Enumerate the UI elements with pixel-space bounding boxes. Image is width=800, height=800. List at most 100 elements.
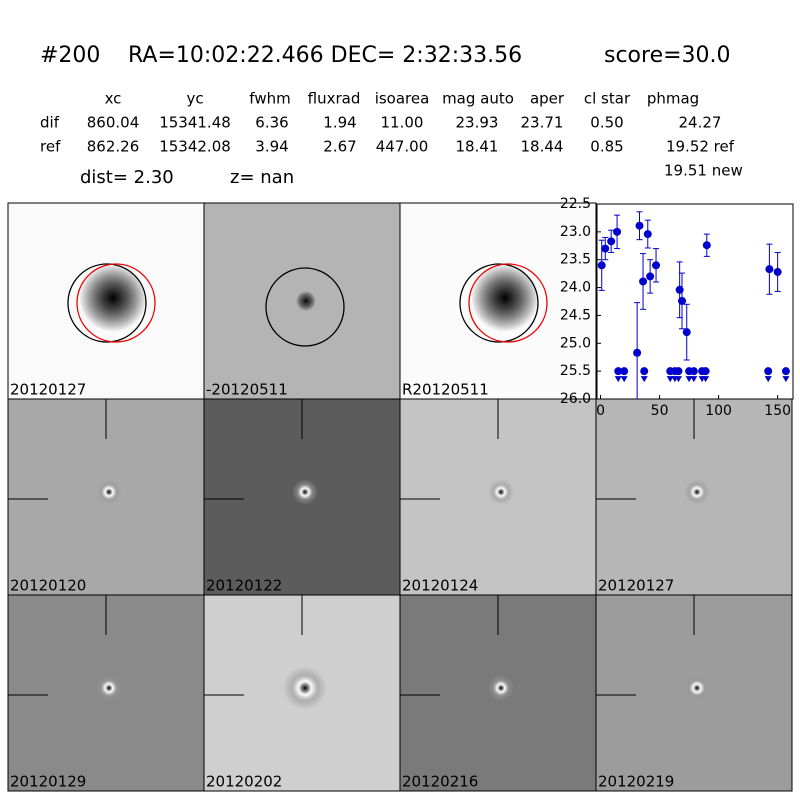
source-blob <box>296 291 316 311</box>
data-point <box>601 244 610 253</box>
table-cell: 447.00 <box>376 138 429 156</box>
table-cell: 862.26 <box>87 138 140 156</box>
panel-label: 20120216 <box>402 773 478 791</box>
data-point <box>652 261 661 270</box>
object-id: #200 <box>40 43 100 68</box>
data-point <box>646 272 655 281</box>
column-header: mag auto <box>442 90 514 108</box>
panel-label: 20120127 <box>10 381 86 399</box>
data-point <box>639 277 648 286</box>
plot-area <box>596 203 794 400</box>
limit-point <box>640 367 649 376</box>
source-blob <box>471 264 539 332</box>
limit-point <box>620 367 629 376</box>
limit-point <box>674 367 683 376</box>
data-point <box>678 296 687 305</box>
y-tick-label: 23.0 <box>560 224 591 240</box>
column-header: fwhm <box>249 90 290 108</box>
table-cell: 860.04 <box>87 114 140 132</box>
x-tick-label: 150 <box>764 403 791 419</box>
x-tick-label: 0 <box>596 403 605 419</box>
limit-arrow <box>685 376 693 383</box>
aperture-circle <box>265 267 345 347</box>
y-tick-label: 22.5 <box>560 196 591 212</box>
limit-arrow <box>674 376 682 383</box>
y-tick-label: 25.0 <box>560 335 591 351</box>
aperture-circle <box>67 263 147 343</box>
panel-label: -20120511 <box>206 381 288 399</box>
table-cell: 24.27 <box>679 114 722 132</box>
table-cell: 0.85 <box>590 138 623 156</box>
y-tick-label: 23.5 <box>560 252 591 268</box>
data-point <box>682 328 691 337</box>
source-blob <box>79 264 147 332</box>
table-cell: 18.41 <box>456 138 499 156</box>
table-cell: 0.50 <box>590 114 623 132</box>
panel-label: 20120120 <box>10 577 86 595</box>
redshift: z= nan <box>230 167 294 188</box>
ref-circle <box>468 263 548 343</box>
column-header: yc <box>186 90 203 108</box>
table-cell: 18.44 <box>521 138 564 156</box>
data-point <box>613 227 622 236</box>
y-tick-label: 26.0 <box>560 391 591 407</box>
y-tick-label: 25.5 <box>560 363 591 379</box>
aperture-circle <box>459 263 539 343</box>
source-blob <box>684 675 710 701</box>
table-cell: 11.00 <box>381 114 424 132</box>
data-point <box>773 267 782 276</box>
panel-label: 20120124 <box>402 577 478 595</box>
table-cell: 15342.08 <box>159 138 231 156</box>
data-point <box>702 241 711 250</box>
ref-circle <box>76 263 156 343</box>
data-point <box>643 230 652 239</box>
column-header: xc <box>105 90 122 108</box>
limit-arrow <box>640 376 648 383</box>
source-blob <box>283 666 327 710</box>
x-tick-label: 100 <box>705 403 732 419</box>
table-cell: 23.93 <box>456 114 499 132</box>
table-cell: 1.94 <box>323 114 356 132</box>
table-cell: 6.36 <box>255 114 288 132</box>
column-header: phmag <box>647 90 699 108</box>
row-label: ref <box>40 138 61 156</box>
limit-arrow <box>764 376 772 383</box>
limit-arrow <box>690 376 698 383</box>
table-cell: 23.71 <box>521 114 564 132</box>
data-point <box>597 261 606 270</box>
table-cell: 15341.48 <box>159 114 231 132</box>
phmag-new: 19.51 new <box>664 162 743 180</box>
row-label: dif <box>40 114 60 132</box>
x-tick-label: 50 <box>651 403 669 419</box>
y-tick-label: 24.5 <box>560 307 591 323</box>
y-tick-label: 24.0 <box>560 280 591 296</box>
data-point <box>635 221 644 230</box>
column-header: isoarea <box>375 90 430 108</box>
panel-label: 20120122 <box>206 577 282 595</box>
coordinates: RA=10:02:22.466 DEC= 2:32:33.56 <box>128 43 522 68</box>
source-blob <box>96 675 122 701</box>
source-blob <box>96 479 122 505</box>
limit-arrow <box>614 376 622 383</box>
panel-label: 20120219 <box>598 773 674 791</box>
column-header: fluxrad <box>308 90 361 108</box>
distance: dist= 2.30 <box>80 167 174 188</box>
table-cell: 2.67 <box>323 138 356 156</box>
panel-label: 20120129 <box>10 773 86 791</box>
limit-point <box>781 367 790 376</box>
column-header: cl star <box>584 90 631 108</box>
limit-point <box>689 367 698 376</box>
points <box>597 211 790 399</box>
limit-arrow <box>666 376 674 383</box>
data-point <box>633 348 642 357</box>
source-blob <box>292 479 318 505</box>
column-header: aper <box>530 90 565 108</box>
score: score=30.0 <box>604 43 731 68</box>
limit-arrow <box>702 376 710 383</box>
limit-arrow <box>620 376 628 383</box>
panel-label: 20120202 <box>206 773 282 791</box>
source-blob <box>488 479 514 505</box>
panel-label: R20120511 <box>402 381 489 399</box>
data-point <box>765 265 774 274</box>
